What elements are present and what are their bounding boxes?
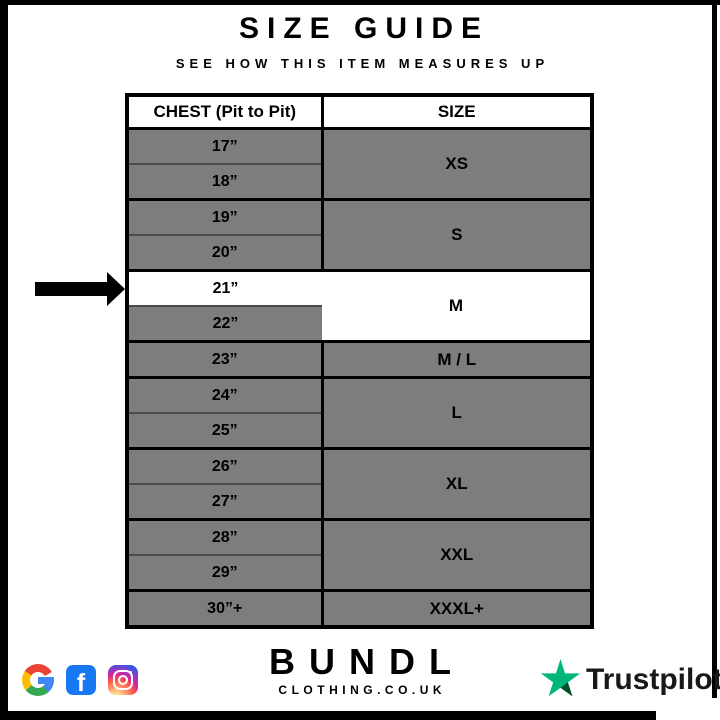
trustpilot-logo: Trustpilot <box>540 659 720 700</box>
social-icons: f <box>22 664 138 696</box>
frame-border-top <box>0 0 720 5</box>
table-row: 29” <box>127 554 592 591</box>
instagram-icon <box>108 665 138 695</box>
size-cell-m-highlighted: M <box>322 269 592 342</box>
facebook-f-glyph: f <box>76 669 86 695</box>
instagram-flash-dot <box>129 671 132 674</box>
table-row: 18” <box>127 163 592 200</box>
table-row: 17” XS <box>127 127 592 200</box>
chest-cell-27: 27” <box>127 483 324 520</box>
brand-domain: CLOTHING.CO.UK <box>278 683 447 697</box>
table-header-row: CHEST (Pit to Pit) SIZE <box>127 95 592 130</box>
table-row: 19” S <box>127 198 592 271</box>
table-row: 24” L <box>127 376 592 449</box>
instagram-lens <box>118 675 128 685</box>
column-header-size: SIZE <box>322 95 592 130</box>
size-cell-m-l: M / L <box>322 340 592 378</box>
chest-cell-29: 29” <box>127 554 324 591</box>
chest-cell-18: 18” <box>127 163 324 200</box>
page-subtitle: SEE HOW THIS ITEM MEASURES UP <box>175 56 550 71</box>
highlight-arrow-icon <box>35 282 107 296</box>
frame-border-left <box>0 0 8 720</box>
facebook-icon: f <box>66 665 96 695</box>
chest-cell-20: 20” <box>127 234 324 271</box>
google-icon <box>22 664 54 696</box>
table-row: 28” XXL <box>127 518 592 591</box>
table-row: 25” <box>127 412 592 449</box>
instagram-camera-outline <box>113 670 133 690</box>
chest-cell-30-plus: 30”+ <box>127 589 324 627</box>
table-row: 23” M / L <box>127 340 592 378</box>
size-cell-xxl: XXL <box>322 518 592 591</box>
chest-cell-26: 26” <box>127 447 324 484</box>
size-cell-xxxl-plus: XXXL+ <box>322 589 592 627</box>
size-cell-xl: XL <box>322 447 592 520</box>
brand-name: BUNDL <box>269 641 465 682</box>
table-row: 20” <box>127 234 592 271</box>
chest-cell-17: 17” <box>127 127 324 164</box>
table-row: 30”+ XXXL+ <box>127 589 592 627</box>
trustpilot-star-shadow <box>560 682 573 697</box>
size-guide-table-container: CHEST (Pit to Pit) SIZE 17” XS 18” 19” S… <box>125 93 594 629</box>
trustpilot-star-shape <box>540 659 581 697</box>
chest-cell-25: 25” <box>127 412 324 449</box>
brand-block: BUNDL CLOTHING.CO.UK <box>0 641 720 698</box>
trustpilot-wordmark: Trustpilot <box>586 662 720 696</box>
column-header-chest: CHEST (Pit to Pit) <box>127 95 324 130</box>
frame-border-bottom <box>0 711 656 720</box>
chest-cell-23: 23” <box>127 340 324 378</box>
chest-cell-19: 19” <box>127 198 324 235</box>
chest-cell-24: 24” <box>127 376 324 413</box>
table-row: 26” XL <box>127 447 592 520</box>
size-cell-s: S <box>322 198 592 271</box>
google-icon-bar <box>38 677 54 684</box>
trustpilot-star-icon <box>540 659 581 700</box>
size-guide-table: CHEST (Pit to Pit) SIZE 17” XS 18” 19” S… <box>125 93 594 629</box>
table-row-highlighted: 21” M <box>127 269 592 342</box>
frame-border-right <box>712 0 717 698</box>
chest-cell-22: 22” <box>127 305 322 342</box>
size-cell-l: L <box>322 376 592 449</box>
size-cell-xs: XS <box>322 127 592 200</box>
chest-cell-28: 28” <box>127 518 324 555</box>
highlight-arrow-head-icon <box>107 272 125 306</box>
table-row: 27” <box>127 483 592 520</box>
chest-cell-21-highlighted: 21” <box>127 269 322 306</box>
page-title: SIZE GUIDE <box>238 12 490 45</box>
table-row: 22” <box>127 305 592 342</box>
